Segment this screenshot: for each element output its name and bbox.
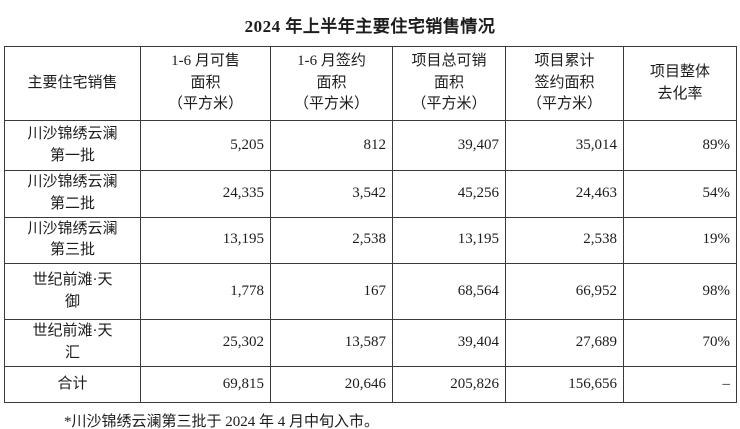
available-area: 24,335 [140,170,271,218]
total-sellable: 39,407 [392,120,506,171]
table-row: 川沙锦绣云澜 第二批 24,335 3,542 45,256 24,463 54… [4,170,737,218]
table-row: 世纪前滩·天 汇 25,302 13,587 39,404 27,689 70% [4,319,737,367]
cumulative-signed: 66,952 [505,263,624,320]
total-total-sellable: 205,826 [392,366,506,403]
table-row: 世纪前滩·天 御 1,778 167 68,564 66,952 98% [4,263,737,320]
table-total-row: 合计 69,815 20,646 205,826 156,656 – [4,366,737,403]
signed-area: 812 [270,120,393,171]
absorption-rate: 70% [623,319,737,367]
table-header-row: 主要住宅销售 1-6 月可售 面积 （平方米） 1-6 月签约 面积 （平方米）… [4,46,737,121]
absorption-rate: 19% [623,216,737,264]
header-total-sellable: 项目总可销 面积 （平方米） [392,46,506,121]
available-area: 5,205 [140,120,271,171]
signed-area: 2,538 [270,216,393,264]
total-sellable: 45,256 [392,170,506,218]
signed-area: 13,587 [270,319,393,367]
cumulative-signed: 2,538 [505,216,624,264]
project-name: 川沙锦绣云澜 第三批 [4,216,141,264]
project-name: 川沙锦绣云澜 第一批 [4,120,141,171]
absorption-rate: 89% [623,120,737,171]
table-row: 川沙锦绣云澜 第三批 13,195 2,538 13,195 2,538 19% [4,216,737,264]
table-row: 川沙锦绣云澜 第一批 5,205 812 39,407 35,014 89% [4,120,737,171]
cumulative-signed: 24,463 [505,170,624,218]
total-absorption-rate: – [623,366,737,403]
header-cumulative-signed: 项目累计 签约面积 （平方米） [505,46,624,121]
total-label: 合计 [4,366,141,403]
absorption-rate: 98% [623,263,737,320]
page-title: 2024 年上半年主要住宅销售情况 [244,17,496,36]
header-project: 主要住宅销售 [4,46,141,121]
signed-area: 167 [270,263,393,320]
header-signed-area: 1-6 月签约 面积 （平方米） [270,46,393,121]
available-area: 25,302 [140,319,271,367]
footnote: *川沙锦绣云澜第三批于 2024 年 4 月中旬入市。 [64,414,380,429]
header-absorption-rate: 项目整体 去化率 [623,46,737,121]
project-name: 世纪前滩·天 御 [4,263,141,320]
cumulative-signed: 35,014 [505,120,624,171]
signed-area: 3,542 [270,170,393,218]
total-available-area: 69,815 [140,366,271,403]
total-sellable: 39,404 [392,319,506,367]
total-cumulative-signed: 156,656 [505,366,624,403]
total-sellable: 13,195 [392,216,506,264]
header-available-area: 1-6 月可售 面积 （平方米） [140,46,271,121]
total-sellable: 68,564 [392,263,506,320]
cumulative-signed: 27,689 [505,319,624,367]
project-name: 世纪前滩·天 汇 [4,319,141,367]
available-area: 1,778 [140,263,271,320]
total-signed-area: 20,646 [270,366,393,403]
available-area: 13,195 [140,216,271,264]
sales-table: 主要住宅销售 1-6 月可售 面积 （平方米） 1-6 月签约 面积 （平方米）… [4,46,737,403]
absorption-rate: 54% [623,170,737,218]
project-name: 川沙锦绣云澜 第二批 [4,170,141,218]
